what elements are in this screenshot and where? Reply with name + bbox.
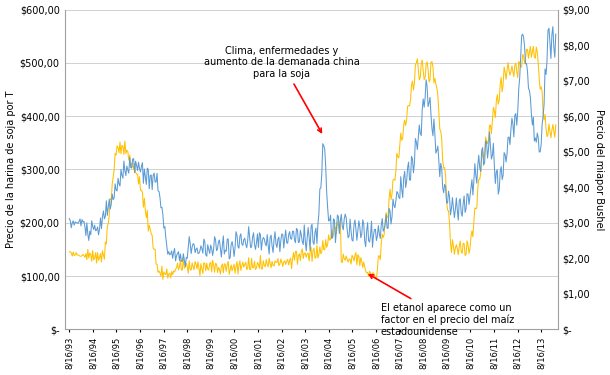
Y-axis label: Precio del miapor Bushel: Precio del miapor Bushel: [594, 109, 605, 230]
Text: El etanol aparece como un
factor en el precio del maíz
estadounidense: El etanol aparece como un factor en el p…: [370, 275, 514, 337]
Text: Clima, enfermedades y
aumento de la demanada china
para la soja: Clima, enfermedades y aumento de la dema…: [204, 46, 359, 132]
Y-axis label: Precio de la harina de soja por T: Precio de la harina de soja por T: [5, 91, 16, 248]
